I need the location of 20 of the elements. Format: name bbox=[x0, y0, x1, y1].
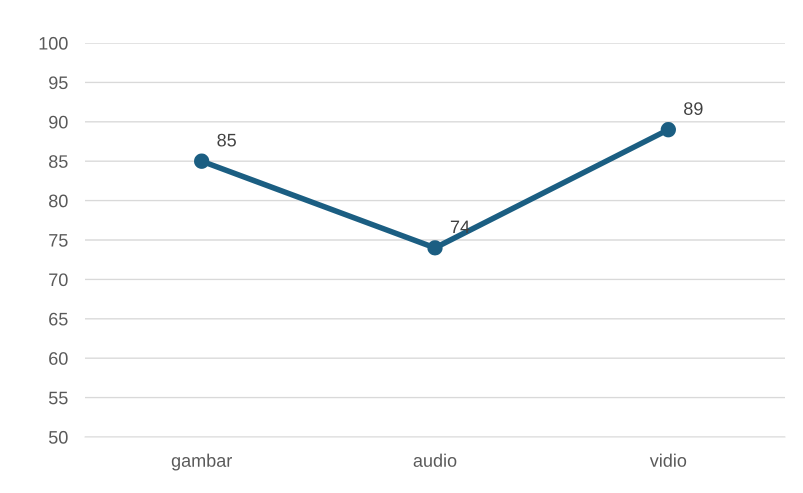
y-tick-label: 50 bbox=[48, 430, 68, 444]
point bbox=[427, 240, 443, 256]
y-tick-label: 85 bbox=[49, 155, 68, 168]
x-tick-label: gambar bbox=[172, 454, 232, 470]
y-tick-label: 90 bbox=[49, 116, 68, 129]
data-label: 85 bbox=[217, 134, 236, 147]
y-tick-label: 80 bbox=[49, 194, 68, 208]
data-label: 74 bbox=[450, 220, 470, 234]
y-tick-label: 100 bbox=[40, 36, 68, 50]
y-tick-label: 55 bbox=[48, 392, 68, 404]
x-tick-label: vidio bbox=[650, 454, 686, 467]
y-tick-label: 60 bbox=[49, 352, 68, 365]
point bbox=[660, 122, 676, 138]
point bbox=[194, 154, 210, 169]
x-tick-label: audio bbox=[414, 454, 456, 467]
data-label: 89 bbox=[684, 102, 703, 115]
y-tick-label: 95 bbox=[49, 76, 68, 90]
y-tick-label: 65 bbox=[49, 312, 68, 326]
y-tick-label: 75 bbox=[49, 234, 68, 247]
y-tick-label: 70 bbox=[49, 273, 68, 286]
